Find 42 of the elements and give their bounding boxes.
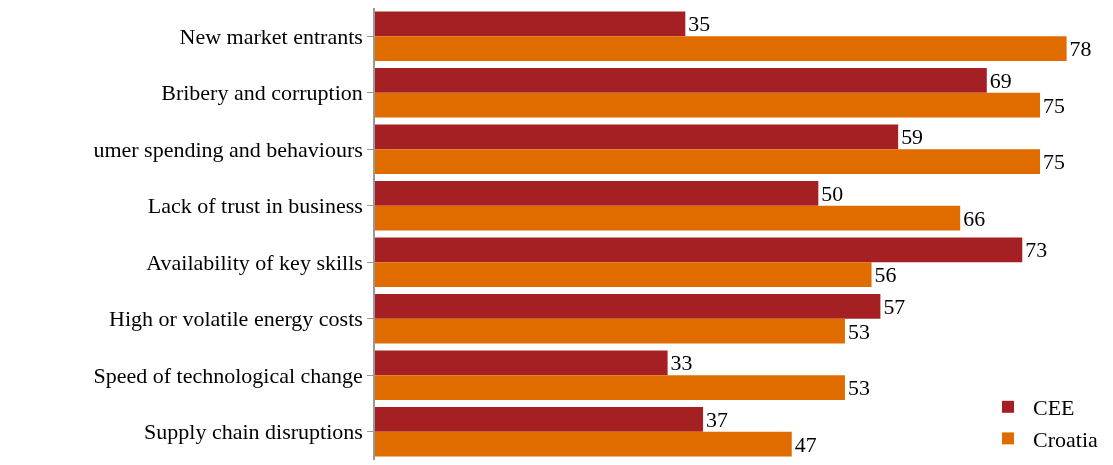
y-tick-label: umer spending and behaviours — [93, 136, 363, 162]
data-label: 59 — [901, 125, 924, 150]
data-label: 78 — [1069, 37, 1092, 62]
bar — [375, 67, 987, 93]
y-tick-label: Speed of technological change — [93, 362, 363, 388]
y-tick-label: Lack of trust in business — [147, 193, 363, 219]
y-tick-label: Availability of key skills — [146, 249, 363, 275]
data-label: 33 — [670, 351, 693, 376]
bar — [375, 11, 686, 37]
bar — [375, 350, 668, 376]
bar — [375, 431, 792, 457]
bar — [375, 36, 1067, 62]
data-label: 75 — [1043, 93, 1065, 118]
data-label: 57 — [883, 294, 906, 319]
bar — [375, 293, 881, 319]
y-tick-label: High or volatile energy costs — [109, 306, 363, 332]
bar — [375, 124, 899, 150]
data-label: 53 — [847, 319, 870, 344]
y-tick-label: Supply chain disruptions — [144, 419, 363, 445]
bar — [375, 262, 872, 288]
bar — [375, 237, 1023, 263]
data-label: 73 — [1025, 238, 1048, 263]
legend-label: Croatia — [1033, 426, 1098, 452]
bar — [375, 375, 845, 401]
bar — [375, 180, 819, 206]
data-label: 66 — [963, 206, 986, 231]
data-label: 53 — [847, 376, 870, 401]
y-tick-label: New market entrants — [179, 23, 363, 49]
bar — [375, 92, 1040, 118]
data-label: 35 — [688, 12, 711, 37]
y-tick-label: Bribery and corruption — [161, 80, 363, 106]
data-label: 69 — [989, 68, 1012, 93]
data-label: 56 — [874, 263, 897, 288]
data-label: 50 — [821, 181, 844, 206]
bar — [375, 406, 704, 432]
bar — [375, 318, 845, 344]
data-label: 47 — [794, 432, 817, 457]
data-label: 75 — [1043, 150, 1065, 175]
bar — [375, 149, 1040, 175]
legend-label: CEE — [1033, 395, 1075, 421]
data-label: 37 — [706, 407, 729, 432]
bar — [375, 205, 961, 231]
